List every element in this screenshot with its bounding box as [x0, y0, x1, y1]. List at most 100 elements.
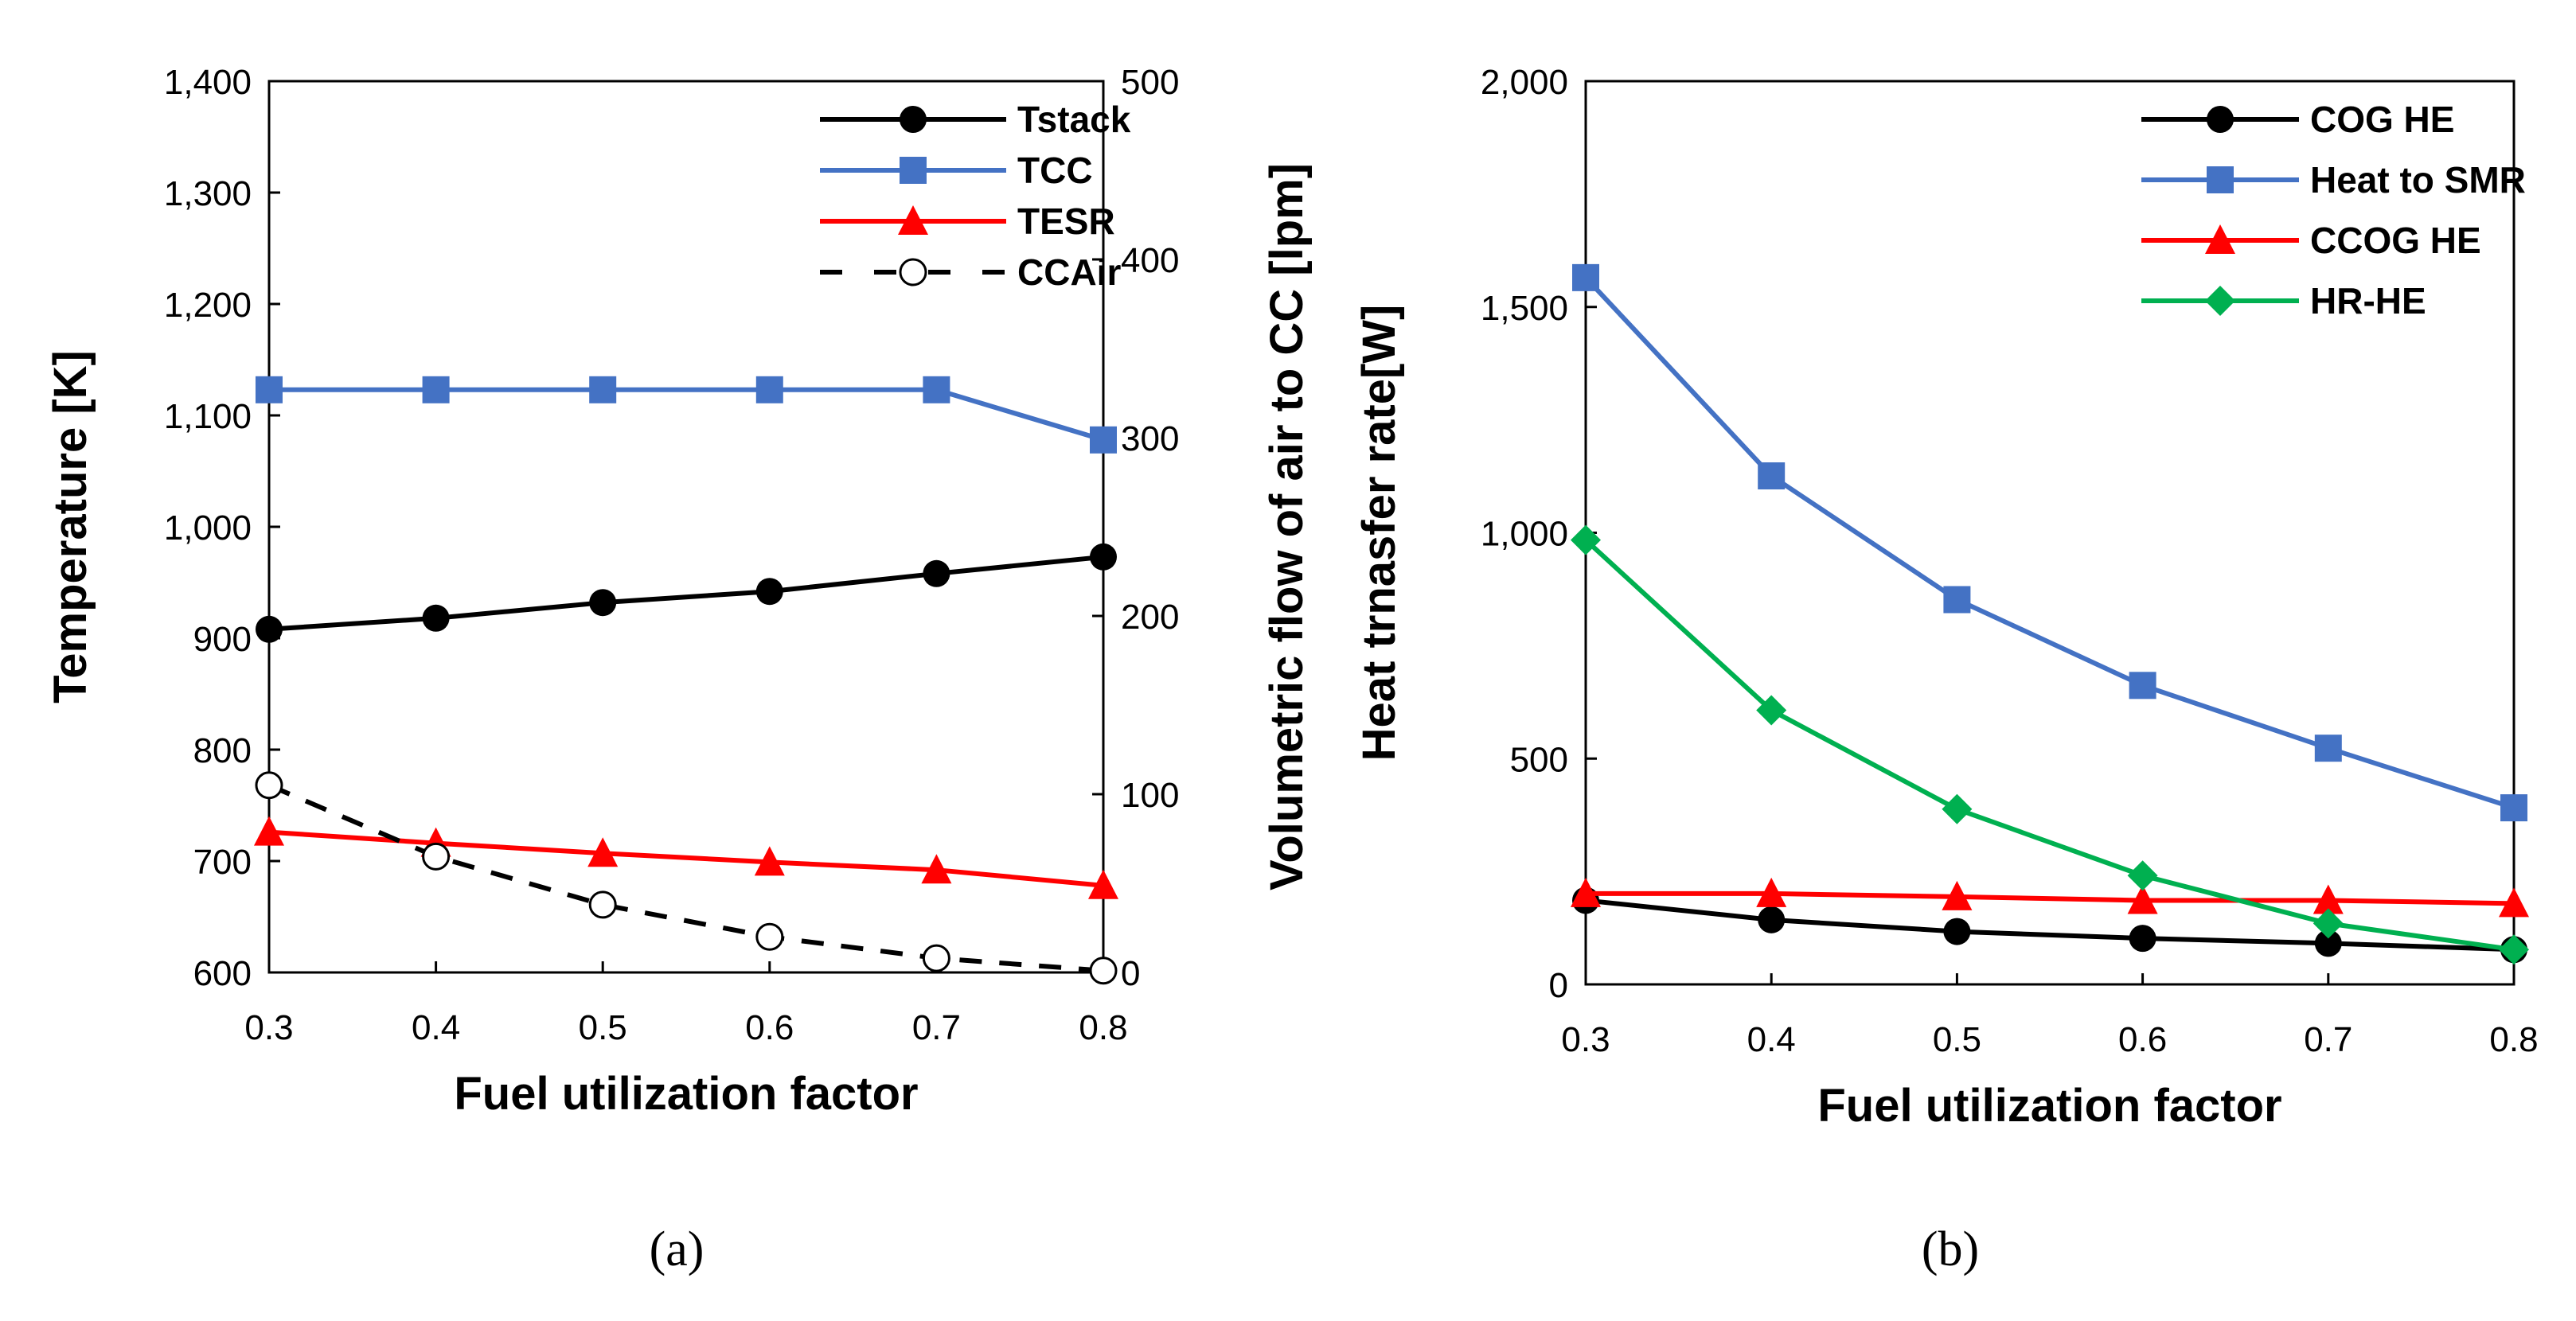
- legend-entry: Tstack: [820, 99, 1131, 140]
- y-tick-label: 700: [193, 843, 252, 882]
- data-point: [755, 922, 784, 951]
- x-tick-label: 0.3: [1561, 1020, 1610, 1059]
- y-tick-label: 2,000: [1481, 63, 1568, 102]
- series-tcc: [256, 376, 1117, 454]
- data-point: [256, 376, 283, 403]
- data-point: [1942, 793, 1973, 824]
- data-point: [1571, 877, 1601, 907]
- x-tick-label: 0.5: [1933, 1020, 1981, 1059]
- data-point: [2313, 908, 2344, 939]
- data-point: [2314, 735, 2342, 762]
- legend-label: Heat to SMR: [2310, 159, 2526, 201]
- y2-tick-label: 300: [1121, 419, 1179, 458]
- x-tick-label: 0.6: [2118, 1020, 2167, 1059]
- y-tick-label: 1,500: [1481, 289, 1568, 328]
- x-tick-label: 0.5: [579, 1008, 627, 1047]
- y2-tick-label: 500: [1121, 63, 1179, 102]
- legend-marker: [900, 106, 927, 133]
- data-point: [254, 816, 284, 846]
- legend-marker: [2207, 166, 2234, 193]
- data-point: [923, 559, 950, 587]
- legend-label: COG HE: [2310, 99, 2454, 140]
- y-tick-label: 1,000: [1481, 515, 1568, 554]
- series-line: [269, 387, 1104, 442]
- x-tick-label: 0.8: [1079, 1008, 1127, 1047]
- series-line: [268, 829, 1104, 888]
- panel-caption: (b): [1922, 1222, 1979, 1276]
- data-point: [422, 376, 450, 403]
- data-point: [1756, 877, 1787, 907]
- legend-label: CCOG HE: [2310, 220, 2481, 261]
- y2-tick-label: 100: [1121, 776, 1179, 815]
- y-tick-label: 600: [193, 954, 252, 993]
- data-point: [2127, 860, 2158, 891]
- data-point: [589, 589, 617, 617]
- y-tick-label: 1,000: [164, 509, 252, 547]
- x-axis-title: Fuel utilization factor: [1817, 1080, 2281, 1132]
- data-point: [256, 615, 283, 643]
- legend-label: TCC: [1017, 150, 1093, 191]
- y2-tick-label: 0: [1121, 954, 1140, 993]
- data-point: [1089, 957, 1118, 985]
- y-axis-title: Heat trnasfer rate[W]: [1353, 305, 1405, 762]
- series-line: [268, 554, 1104, 632]
- data-point: [922, 944, 950, 972]
- data-point: [1088, 869, 1118, 899]
- legend-entry: TCC: [820, 150, 1093, 191]
- y-tick-label: 800: [193, 731, 252, 770]
- data-point: [1571, 524, 1601, 555]
- data-point: [2129, 672, 2156, 699]
- data-point: [2313, 884, 2344, 914]
- legend-entry: TESR: [820, 201, 1115, 242]
- data-point: [587, 837, 619, 867]
- data-point: [2499, 934, 2529, 965]
- legend-label: HR-HE: [2310, 280, 2426, 321]
- legend-marker: [2207, 106, 2234, 133]
- y-tick-label: 1,400: [164, 63, 252, 102]
- data-point: [755, 376, 783, 403]
- data-point: [2499, 887, 2529, 918]
- data-point: [1756, 695, 1787, 726]
- series-heat-to-smr: [1572, 263, 2527, 822]
- y-tick-label: 900: [193, 620, 252, 659]
- y2-tick-label: 400: [1121, 241, 1179, 280]
- legend-entry: Heat to SMR: [2141, 159, 2526, 201]
- y2-axis-title: Volumetric flow of air to CC [lpm]: [1261, 163, 1313, 890]
- legend-marker: [2205, 286, 2235, 316]
- x-tick-label: 0.7: [2304, 1020, 2352, 1059]
- legend-label: TESR: [1017, 201, 1115, 242]
- x-tick-label: 0.4: [412, 1008, 460, 1047]
- y-tick-label: 1,300: [164, 174, 252, 213]
- data-point: [923, 376, 950, 403]
- series-tesr: [254, 816, 1118, 899]
- data-point: [589, 376, 617, 403]
- data-point: [255, 771, 283, 800]
- legend-entry: COG HE: [2141, 99, 2454, 140]
- legend-entry: HR-HE: [2141, 280, 2426, 321]
- legend-marker: [2205, 224, 2235, 254]
- data-point: [588, 890, 617, 919]
- legend-label: Tstack: [1017, 99, 1131, 140]
- legend-label: CCAir: [1017, 251, 1121, 293]
- data-point: [1758, 462, 1786, 489]
- data-point: [754, 846, 785, 876]
- data-point: [2129, 925, 2156, 953]
- data-point: [1758, 906, 1786, 933]
- y-axis-title: Temperature [K]: [45, 350, 96, 703]
- chart-a: 0.3 0.4 0.5 0.6 0.7 0.8 600 700 800 900 1,000 1,100…: [45, 63, 1313, 1276]
- series-line: [267, 783, 1104, 973]
- x-axis-title: Fuel utilization factor: [454, 1068, 918, 1120]
- y-tick-label: 1,200: [164, 286, 252, 325]
- data-point: [1942, 880, 1973, 910]
- data-point: [1943, 918, 1971, 945]
- chart-b: 0.3 0.4 0.5 0.6 0.7 0.8 0 500 1,000 1,500 2,000 Hea…: [1353, 63, 2539, 1276]
- series-hr-he: [1571, 524, 2529, 965]
- series-line: [1585, 898, 2515, 953]
- data-point: [422, 842, 451, 871]
- data-point: [1572, 263, 1599, 291]
- data-point: [422, 604, 450, 632]
- legend-marker: [899, 258, 927, 286]
- x-tick-label: 0.3: [244, 1008, 293, 1047]
- data-point: [1090, 543, 1117, 571]
